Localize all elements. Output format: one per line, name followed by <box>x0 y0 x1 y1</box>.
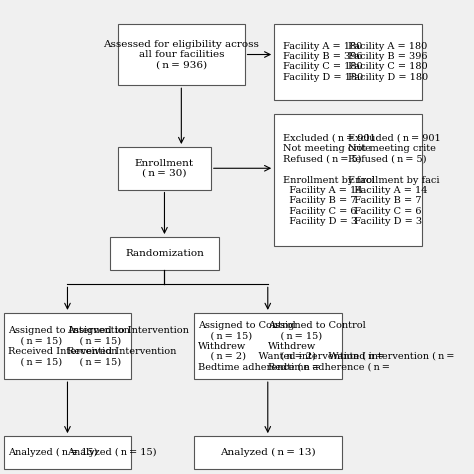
FancyBboxPatch shape <box>194 436 342 469</box>
Text: Assigned to Intervention
    ( n = 15)
Received Intervention
    ( n = 15): Assigned to Intervention ( n = 15) Recei… <box>9 326 130 366</box>
Text: Excluded ( n = 901
Not meeting crite
Refused ( n = 5)

Enrollment by faci
  Faci: Excluded ( n = 901 Not meeting crite Ref… <box>348 134 441 226</box>
Text: Analyzed ( n = 13): Analyzed ( n = 13) <box>220 448 316 457</box>
FancyBboxPatch shape <box>194 313 342 379</box>
FancyBboxPatch shape <box>118 24 245 85</box>
FancyBboxPatch shape <box>274 114 422 246</box>
Text: Excluded ( n = 901
Not meeting crite
Refused ( n = 5)

Enrollment by faci
  Faci: Excluded ( n = 901 Not meeting crite Ref… <box>283 134 375 226</box>
Text: Randomization: Randomization <box>125 249 204 258</box>
Text: Facility A = 180
Facility B = 396
Facility C = 180
Facility D = 180: Facility A = 180 Facility B = 396 Facili… <box>283 42 363 82</box>
Text: Assigned to Intervention
    ( n = 15)
Received Intervention
    ( n = 15): Assigned to Intervention ( n = 15) Recei… <box>67 326 189 366</box>
Text: Assessed for eligibility across
all four facilities
( n = 936): Assessed for eligibility across all four… <box>103 40 259 69</box>
Text: Assigned to Control
    ( n = 15)
Withdrew
    ( n = 2)    Wanted intervention (: Assigned to Control ( n = 15) Withdrew (… <box>198 321 384 371</box>
FancyBboxPatch shape <box>118 147 211 190</box>
Text: Analyzed ( n = 15): Analyzed ( n = 15) <box>67 448 157 457</box>
FancyBboxPatch shape <box>4 313 131 379</box>
Text: Analyzed ( n = 15): Analyzed ( n = 15) <box>9 448 98 457</box>
FancyBboxPatch shape <box>274 24 422 100</box>
Text: Facility A = 180
Facility B = 396
Facility C = 180
Facility D = 180: Facility A = 180 Facility B = 396 Facili… <box>348 42 428 82</box>
Text: Enrollment
( n = 30): Enrollment ( n = 30) <box>135 159 194 178</box>
FancyBboxPatch shape <box>4 436 131 469</box>
Text: Assigned to Control
    ( n = 15)
Withdrew
    ( n = 2)    Wanted intervention (: Assigned to Control ( n = 15) Withdrew (… <box>268 321 454 371</box>
FancyBboxPatch shape <box>109 237 219 270</box>
